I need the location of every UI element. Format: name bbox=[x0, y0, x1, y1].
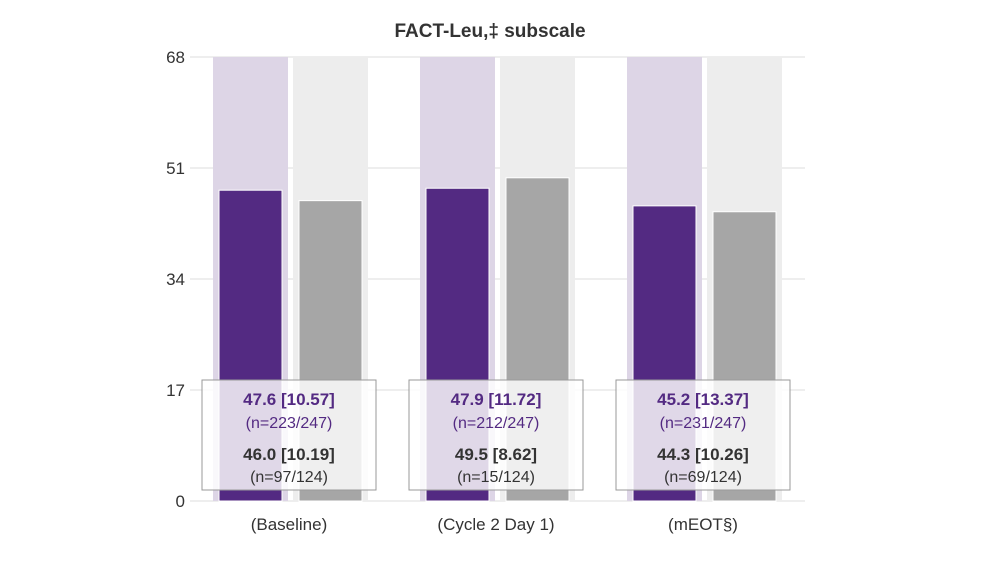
value-label: 47.6 [10.57] bbox=[243, 390, 335, 409]
n-label: (n=231/247) bbox=[660, 415, 747, 432]
x-tick-label: (Cycle 2 Day 1) bbox=[437, 515, 554, 534]
value-label: 47.9 [11.72] bbox=[451, 390, 542, 409]
n-label: (n=223/247) bbox=[246, 415, 333, 432]
y-tick-label: 68 bbox=[166, 48, 185, 67]
value-box bbox=[408, 379, 584, 491]
value-label: 46.0 [10.19] bbox=[243, 445, 335, 464]
value-label: 49.5 [8.62] bbox=[455, 445, 537, 464]
value-box bbox=[615, 379, 791, 491]
y-tick-label: 17 bbox=[166, 381, 185, 400]
value-box bbox=[201, 379, 377, 491]
value-label: 45.2 [13.37] bbox=[657, 390, 749, 409]
y-tick-label: 34 bbox=[166, 270, 185, 289]
n-label: (n=15/124) bbox=[457, 469, 535, 486]
chart-title: FACT-Leu,‡ subscale bbox=[394, 21, 585, 42]
y-tick-label: 51 bbox=[166, 159, 185, 178]
x-tick-label: (mEOT§) bbox=[668, 515, 738, 534]
n-label: (n=212/247) bbox=[453, 415, 540, 432]
n-label: (n=97/124) bbox=[250, 469, 328, 486]
y-tick-label: 0 bbox=[176, 492, 185, 511]
value-label: 44.3 [10.26] bbox=[657, 445, 749, 464]
x-tick-label: (Baseline) bbox=[251, 515, 328, 534]
n-label: (n=69/124) bbox=[664, 469, 742, 486]
